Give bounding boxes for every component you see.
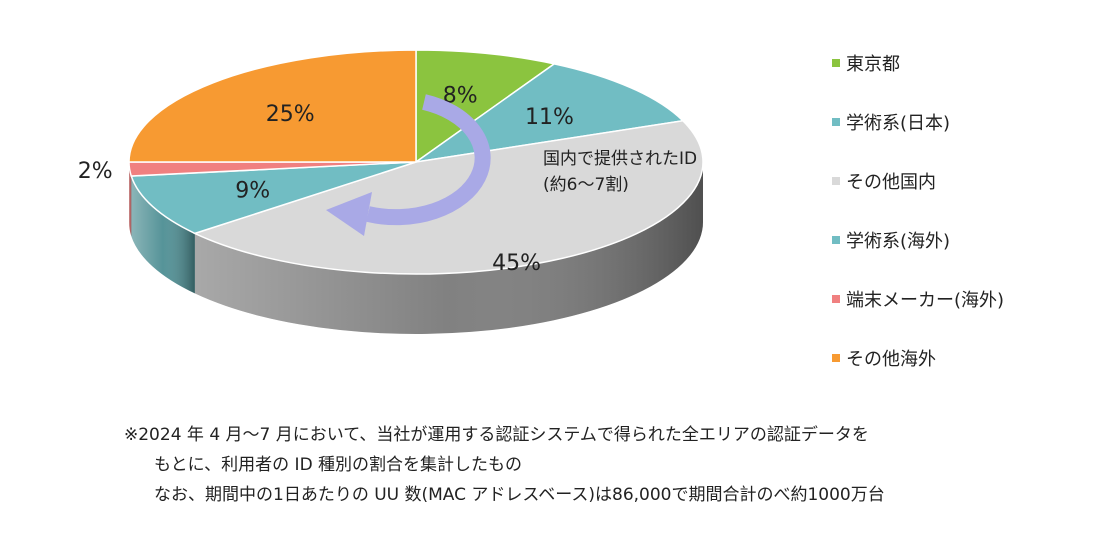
data-label-other-overseas: 25% bbox=[266, 102, 315, 127]
legend-item-other-domestic: その他国内 bbox=[832, 168, 936, 194]
arrow-head bbox=[326, 192, 372, 236]
data-label-other-domestic: 45% bbox=[492, 251, 541, 276]
legend-swatch bbox=[832, 59, 840, 67]
footnote: ※2024 年 4 月～7 月において、当社が運用する認証システムで得られた全エ… bbox=[124, 420, 885, 510]
data-label-academic-overseas: 9% bbox=[235, 179, 270, 204]
data-label-device-maker-overseas: 2% bbox=[78, 159, 113, 184]
legend-item-device-maker-overseas: 端末メーカー(海外) bbox=[832, 286, 1004, 312]
callout-line-1: 国内で提供されたID bbox=[543, 149, 697, 169]
callout-line-2: (約6～7割) bbox=[543, 175, 629, 195]
legend-item-other-overseas: その他海外 bbox=[832, 345, 936, 371]
slice-tokyo bbox=[415, 49, 557, 164]
legend-label: その他国内 bbox=[846, 172, 936, 193]
footnote-line-3: なお、期間中の1日あたりの UU 数(MAC アドレスベース)は86,000で期… bbox=[154, 485, 885, 505]
footnote-line-2: もとに、利用者の ID 種別の割合を集計したもの bbox=[154, 455, 523, 475]
legend-item-academic-overseas: 学術系(海外) bbox=[832, 227, 950, 253]
circular-arrow bbox=[366, 94, 491, 226]
slice-side-shade bbox=[129, 162, 132, 237]
data-label-academic-japan: 11% bbox=[525, 105, 574, 130]
legend-item-tokyo: 東京都 bbox=[832, 50, 900, 76]
slice-other-overseas bbox=[128, 49, 417, 163]
legend-label: 学術系(海外) bbox=[846, 231, 951, 252]
legend-label: 学術系(日本) bbox=[846, 113, 951, 134]
slice-academic-overseas bbox=[130, 161, 417, 235]
legend-swatch bbox=[832, 295, 840, 303]
legend-swatch bbox=[832, 354, 840, 362]
slice-side-shade bbox=[194, 162, 703, 334]
slice-side-shade bbox=[131, 176, 195, 294]
legend-label: その他海外 bbox=[846, 349, 936, 370]
legend-item-academic-japan: 学術系(日本) bbox=[832, 109, 950, 135]
legend-swatch bbox=[832, 118, 840, 126]
legend-swatch bbox=[832, 236, 840, 244]
legend-label: 東京都 bbox=[846, 54, 900, 75]
domestic-callout: 国内で提供されたID (約6～7割) bbox=[326, 94, 697, 236]
legend-swatch bbox=[832, 177, 840, 185]
legend-label: 端末メーカー(海外) bbox=[846, 290, 1005, 311]
footnote-line-1: ※2024 年 4 月～7 月において、当社が運用する認証システムで得られた全エ… bbox=[124, 425, 869, 445]
